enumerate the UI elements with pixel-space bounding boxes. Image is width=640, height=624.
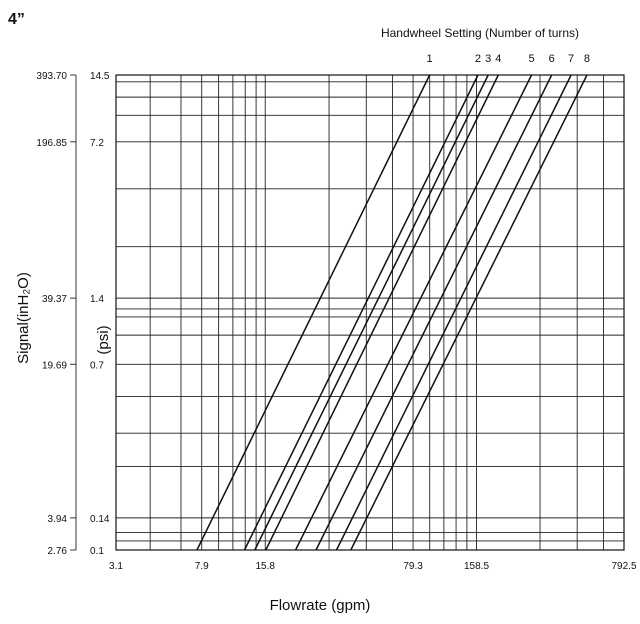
series-label-7: 7: [568, 53, 574, 65]
grid: [115, 74, 625, 551]
y-tick-label-psi: 0.14: [90, 514, 110, 525]
y-tick-labels-psi: 14.5 7.2 1.4 0.7 0.14 0.1: [90, 71, 110, 557]
y-tick-label-psi: 7.2: [90, 138, 104, 149]
series-line-8: [350, 74, 588, 551]
x-tick-labels: 3.1 7.9 15.8 79.3 158.5 792.5: [109, 561, 637, 572]
series-label-2: 2: [475, 53, 481, 65]
series-label-6: 6: [549, 53, 555, 65]
y-tick-label-psi: 0.7: [90, 360, 104, 371]
y-axis-label-psi: (psi): [95, 325, 112, 354]
series-line-3: [254, 74, 489, 551]
x-tick-label: 7.9: [195, 561, 209, 572]
size-label: 4”: [8, 11, 25, 28]
series-label-8: 8: [584, 53, 590, 65]
x-tick-label: 792.5: [611, 561, 636, 572]
x-tick-label: 15.8: [256, 561, 276, 572]
y-tick-label-inh2o: 393.70: [36, 71, 67, 82]
x-tick-label: 79.3: [403, 561, 423, 572]
plot-frame: [115, 74, 625, 551]
x-axis-label: Flowrate (gpm): [270, 597, 371, 614]
chart-title: Handwheel Setting (Number of turns): [381, 26, 579, 40]
y-tick-label-psi: 14.5: [90, 71, 110, 82]
x-tick-label: 158.5: [464, 561, 489, 572]
series-line-4: [265, 74, 499, 551]
y-tick-label-inh2o: 19.69: [42, 360, 67, 371]
y-axis-label-inh2o: Signal(inH₂O): [15, 272, 32, 364]
y-tick-label-psi: 1.4: [90, 294, 104, 305]
y-tick-label-psi: 0.1: [90, 546, 104, 557]
series-line-7: [335, 74, 572, 551]
series-label-1: 1: [427, 53, 433, 65]
y-tick-label-inh2o: 2.76: [48, 546, 68, 557]
series-label-3: 3: [485, 53, 491, 65]
series-label-5: 5: [529, 53, 535, 65]
x-tick-label: 3.1: [109, 561, 123, 572]
y-tick-label-inh2o: 39.37: [42, 294, 67, 305]
series-line-1: [196, 74, 431, 551]
series-line-2: [243, 74, 479, 551]
y-tick-label-inh2o: 196.85: [36, 138, 67, 149]
y-tick-label-inh2o: 3.94: [48, 514, 68, 525]
y-tick-labels-inh2o: 393.70 196.85 39.37 19.69 3.94 2.76: [36, 71, 77, 557]
series-lines: [196, 74, 588, 551]
series-line-6: [315, 74, 553, 551]
series-label-4: 4: [495, 53, 501, 65]
series-line-5: [294, 74, 533, 551]
